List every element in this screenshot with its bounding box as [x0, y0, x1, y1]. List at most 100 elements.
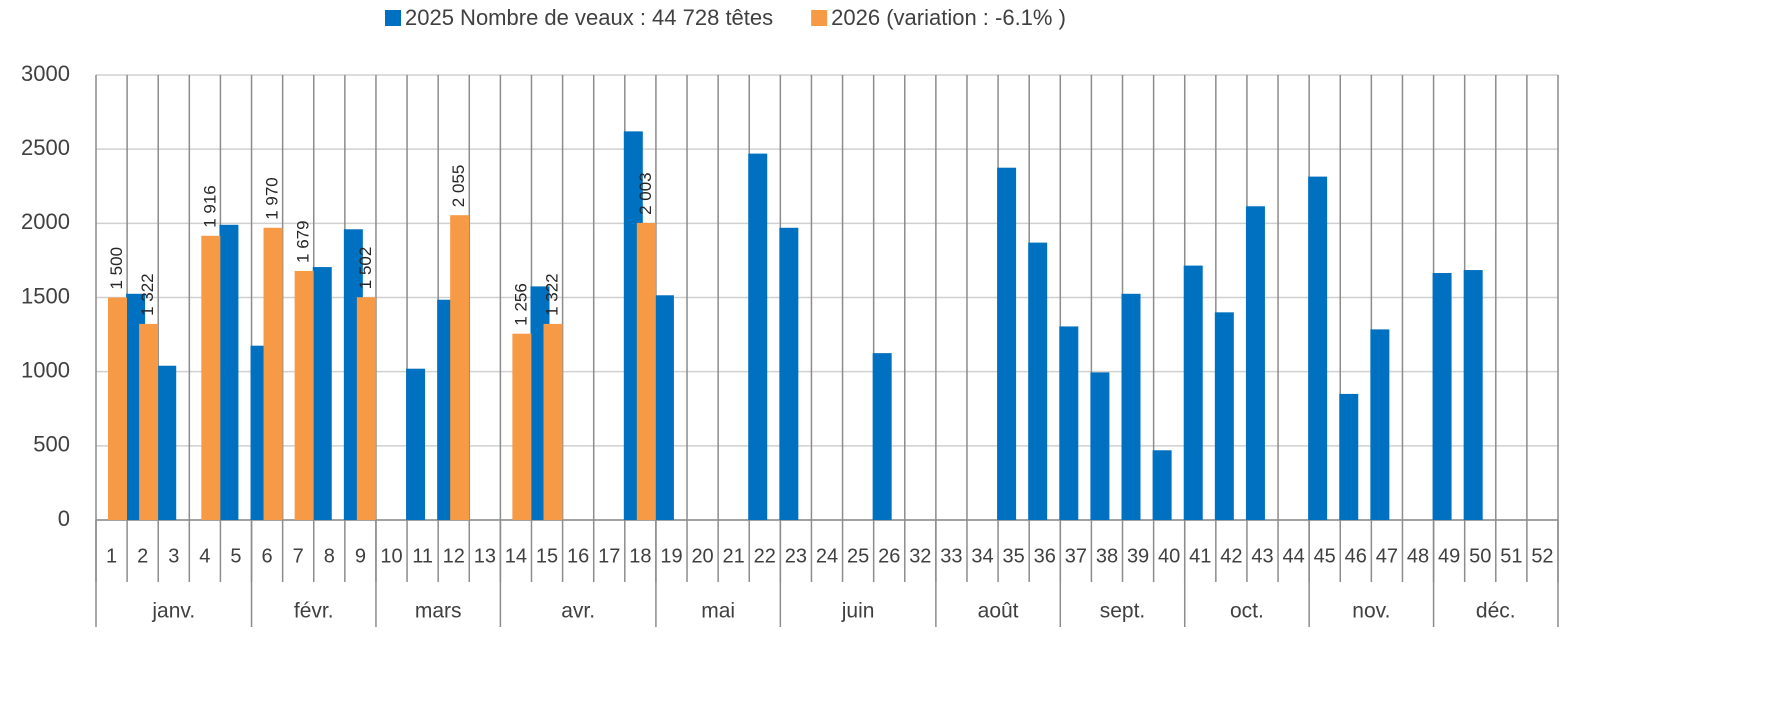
x-tick-label: 1: [106, 545, 117, 567]
x-tick-label: 36: [1034, 545, 1056, 567]
x-tick-label: 8: [324, 545, 335, 567]
bar: [1152, 450, 1172, 520]
bar: [1090, 372, 1110, 520]
data-label: 1 500: [107, 247, 126, 290]
bar: [636, 222, 656, 520]
bar: [1370, 329, 1390, 520]
x-tick-label: 37: [1065, 545, 1087, 567]
group-label: févr.: [294, 600, 334, 623]
data-label: 1 256: [511, 283, 530, 326]
data-label: 2 055: [449, 165, 468, 208]
x-tick-label: 49: [1438, 545, 1460, 567]
group-label: août: [978, 600, 1019, 623]
x-tick-label: 24: [816, 545, 838, 567]
bar: [1059, 326, 1079, 520]
bar: [997, 167, 1017, 521]
bar: [450, 215, 470, 521]
y-tick-label: 2000: [21, 209, 70, 234]
legend-swatch: [811, 10, 828, 26]
group-label: nov.: [1352, 600, 1390, 623]
group-label: déc.: [1476, 600, 1516, 623]
x-tick-label: 25: [847, 545, 869, 567]
x-tick-label: 18: [629, 545, 651, 567]
x-tick-label: 10: [380, 545, 402, 567]
bar: [406, 368, 426, 520]
bar: [1308, 176, 1328, 520]
bar: [1339, 393, 1359, 520]
bar: [872, 353, 892, 520]
bar: [1121, 293, 1141, 520]
bar: [219, 224, 239, 521]
data-label: 2 003: [636, 172, 655, 215]
x-tick-label: 39: [1127, 545, 1149, 567]
y-tick-label: 1500: [21, 283, 70, 308]
bar: [108, 297, 127, 520]
bar: [201, 235, 221, 520]
data-label: 1 916: [200, 185, 219, 228]
x-tick-label: 35: [1003, 545, 1025, 567]
x-tick-label: 17: [598, 545, 620, 567]
x-tick-label: 38: [1096, 545, 1118, 567]
x-tick-label: 21: [723, 545, 745, 567]
x-tick-label: 47: [1376, 545, 1398, 567]
x-tick-label: 12: [443, 545, 465, 567]
bar: [748, 153, 768, 520]
x-tick-label: 5: [230, 545, 241, 567]
x-tick-label: 20: [691, 545, 713, 567]
bar: [157, 365, 177, 520]
x-tick-label: 22: [754, 545, 776, 567]
x-tick-label: 23: [785, 545, 807, 567]
x-tick-label: 19: [660, 545, 682, 567]
x-tick-label: 40: [1158, 545, 1180, 567]
bar: [1245, 206, 1265, 520]
data-label: 1 322: [138, 273, 157, 316]
x-tick-label: 34: [971, 545, 993, 567]
group-label: mai: [701, 600, 735, 623]
group-label: sept.: [1100, 600, 1146, 623]
x-tick-label: 2: [137, 545, 148, 567]
x-tick-label: 52: [1531, 545, 1553, 567]
bar: [654, 295, 674, 520]
x-tick-label: 3: [168, 545, 179, 567]
bar: [312, 267, 332, 520]
x-tick-label: 32: [909, 545, 931, 567]
x-tick-label: 4: [199, 545, 210, 567]
x-tick-label: 42: [1220, 545, 1242, 567]
bar: [1214, 312, 1234, 520]
x-tick-label: 26: [878, 545, 900, 567]
group-label: oct.: [1230, 600, 1264, 623]
x-tick-label: 41: [1189, 545, 1211, 567]
bar: [1183, 265, 1203, 520]
x-tick-label: 9: [355, 545, 366, 567]
bar: [1028, 242, 1048, 520]
x-tick-label: 7: [293, 545, 304, 567]
bar: [294, 270, 314, 520]
group-label: avr.: [561, 600, 595, 623]
bar: [512, 333, 532, 520]
x-tick-label: 16: [567, 545, 589, 567]
x-tick-label: 14: [505, 545, 527, 567]
x-tick-label: 33: [940, 545, 962, 567]
y-tick-label: 500: [33, 432, 70, 457]
y-tick-label: 0: [58, 506, 70, 531]
legend-label: 2025 Nombre de veaux : 44 728 têtes: [405, 5, 773, 30]
x-tick-label: 15: [536, 545, 558, 567]
legend-swatch: [385, 10, 401, 26]
x-tick-label: 48: [1407, 545, 1429, 567]
y-tick-label: 3000: [21, 61, 70, 86]
bar: [356, 297, 376, 520]
data-label: 1 322: [542, 273, 561, 316]
y-tick-label: 1000: [21, 357, 70, 382]
bar: [1463, 270, 1483, 520]
data-label: 1 502: [356, 247, 375, 290]
x-tick-label: 11: [412, 545, 433, 567]
legend-label: 2026 (variation : -6.1% ): [831, 5, 1066, 30]
data-label: 1 970: [263, 177, 282, 220]
group-label: janv.: [151, 600, 195, 623]
x-tick-label: 45: [1314, 545, 1336, 567]
x-tick-label: 51: [1500, 545, 1522, 567]
group-label: juin: [841, 600, 875, 623]
x-tick-label: 50: [1469, 545, 1491, 567]
x-tick-label: 43: [1251, 545, 1273, 567]
